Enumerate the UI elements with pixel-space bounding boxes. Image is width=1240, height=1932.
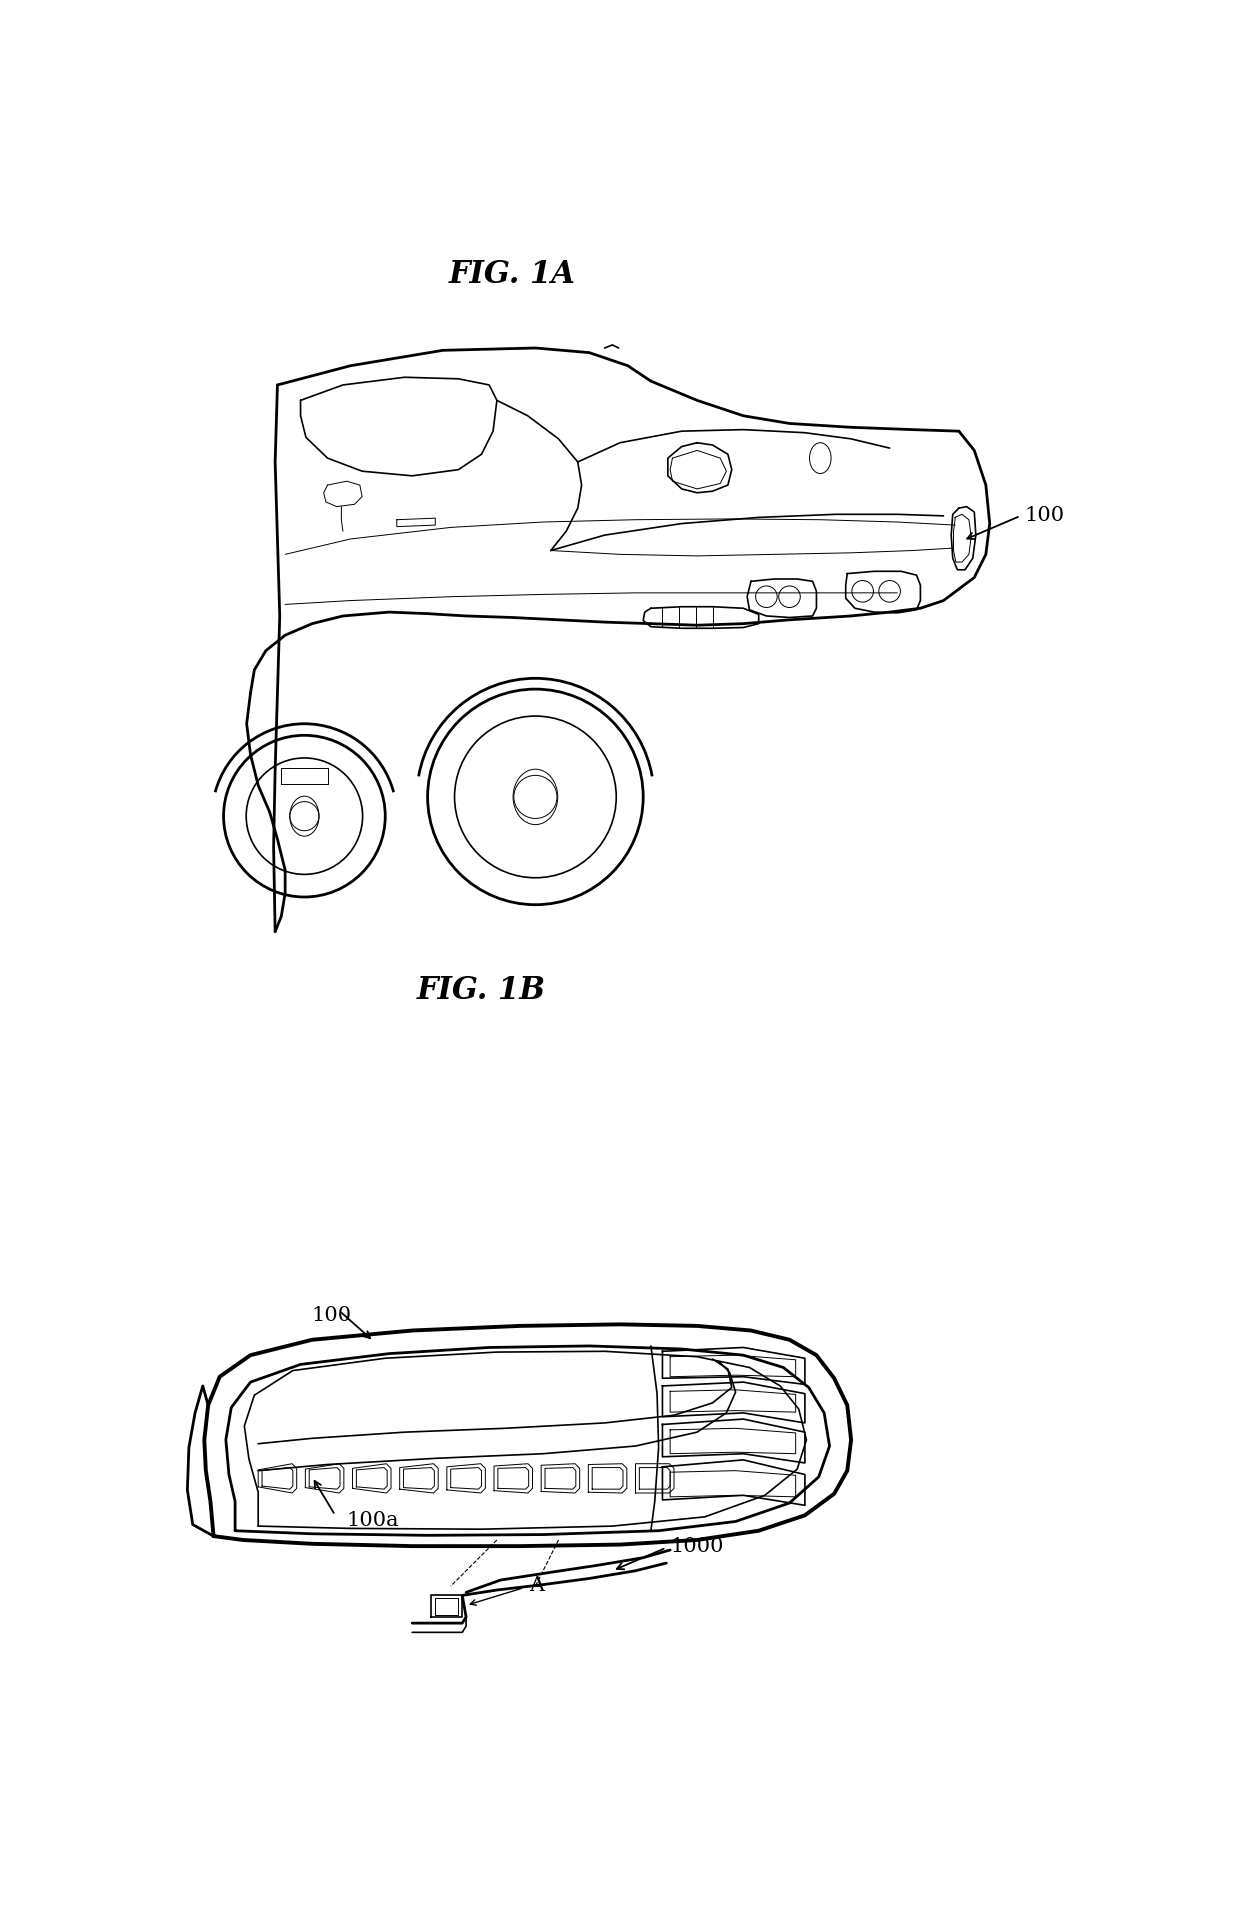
Text: FIG. 1B: FIG. 1B xyxy=(417,974,546,1005)
Text: A: A xyxy=(529,1575,544,1594)
Text: FIG. 1A: FIG. 1A xyxy=(449,259,575,290)
Text: 100: 100 xyxy=(1024,506,1064,526)
Text: 100a: 100a xyxy=(347,1511,399,1528)
Text: 1000: 1000 xyxy=(670,1536,724,1555)
Text: 100: 100 xyxy=(311,1306,351,1325)
